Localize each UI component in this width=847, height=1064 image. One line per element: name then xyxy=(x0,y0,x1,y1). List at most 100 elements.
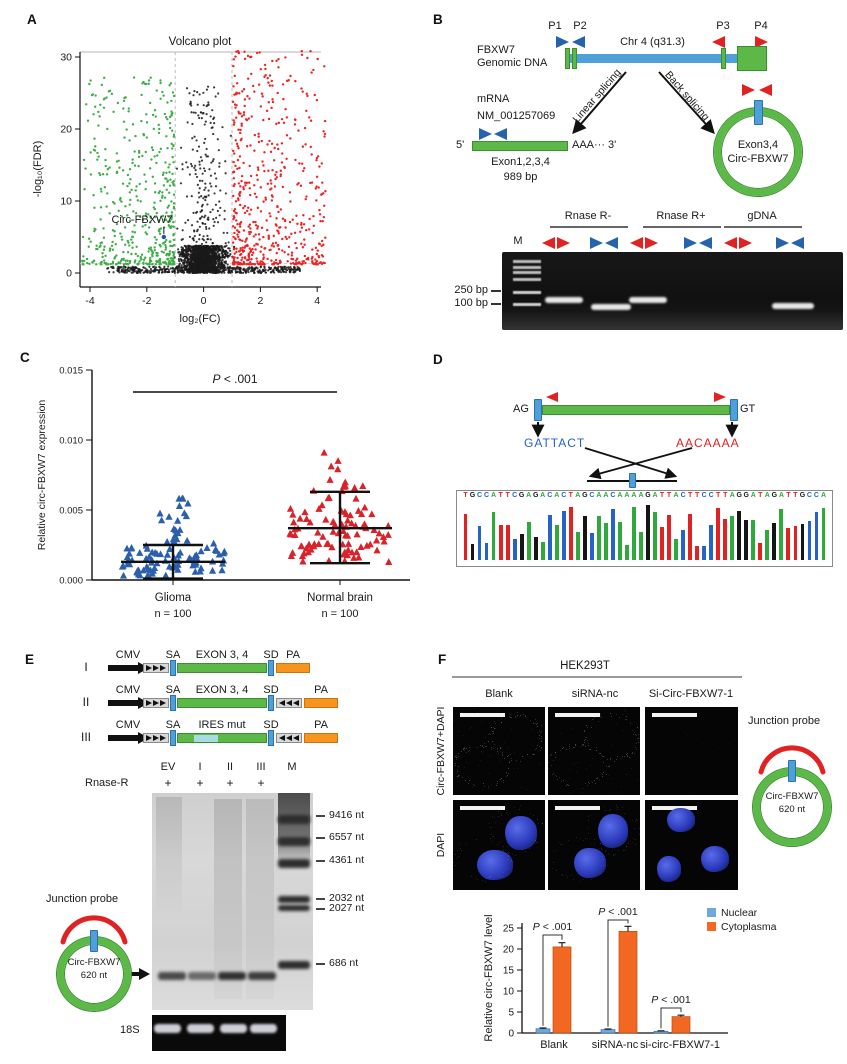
exon-body xyxy=(177,698,267,708)
marker-size-label: 4361 nt xyxy=(329,854,365,866)
signal-speckle xyxy=(567,840,569,842)
marker-lane-smear xyxy=(278,793,310,863)
signal-speckle xyxy=(505,772,507,774)
signal-speckle xyxy=(625,846,627,848)
base-letter: G xyxy=(582,492,588,499)
signal-speckle xyxy=(540,739,542,741)
signal-speckle xyxy=(504,741,506,743)
signal-speckle xyxy=(558,841,560,843)
signal-speckle xyxy=(541,746,543,748)
circ-size-e: 620 nt xyxy=(80,970,108,981)
signal-speckle xyxy=(594,782,596,784)
signal-speckle xyxy=(457,753,459,755)
volcano-points-nonsig xyxy=(106,85,302,275)
signal-speckle xyxy=(485,880,487,882)
signal-speckle xyxy=(507,858,509,860)
signal-speckle xyxy=(593,717,595,719)
chromatogram-peak xyxy=(709,524,714,560)
signal-speckle xyxy=(501,875,503,877)
micrograph-circ-sirna-nc xyxy=(548,707,640,795)
chromatogram-peak xyxy=(582,515,587,560)
signal-speckle xyxy=(624,848,626,850)
signal-speckle xyxy=(459,781,461,783)
y-tick-label: 10 xyxy=(503,987,515,998)
signal-speckle xyxy=(494,727,496,729)
signal-speckle xyxy=(490,783,492,785)
base-letter: C xyxy=(610,492,616,499)
signal-speckle xyxy=(492,816,494,818)
signal-speckle xyxy=(500,721,502,723)
signal-speckle xyxy=(567,777,569,779)
p-value-label: P < .001 xyxy=(598,906,638,918)
marker-band xyxy=(278,837,310,846)
signal-speckle xyxy=(627,752,629,754)
base-letter: A xyxy=(526,492,532,499)
signal-speckle xyxy=(560,733,562,735)
signal-speckle xyxy=(470,744,472,746)
base-letter: A xyxy=(540,492,546,499)
signal-speckle xyxy=(496,749,498,751)
panel-f-label: F xyxy=(438,652,447,667)
signal-speckle xyxy=(521,756,523,758)
signal-speckle xyxy=(562,874,564,876)
chromatogram-peak xyxy=(526,521,531,560)
marker-band xyxy=(278,815,310,824)
gel-primer-red-icon xyxy=(645,237,658,249)
signal-speckle xyxy=(535,747,537,749)
y-axis-label: -log₁₀(FDR) xyxy=(32,141,44,198)
signal-speckle xyxy=(719,747,721,749)
signal-speckle xyxy=(698,767,700,769)
fwd-triangle-icon xyxy=(146,700,152,706)
signal-speckle xyxy=(666,762,668,764)
sd-label: SD xyxy=(263,684,279,696)
legend-swatch-cytoplasma xyxy=(707,922,716,931)
y-tick-label: 0.000 xyxy=(59,576,83,587)
signal-speckle xyxy=(596,749,598,751)
signal-speckle xyxy=(509,860,511,862)
signal-speckle xyxy=(616,723,618,725)
signal-speckle xyxy=(593,780,595,782)
signal-speckle xyxy=(502,755,504,757)
signal-speckle xyxy=(494,817,496,818)
signal-speckle xyxy=(560,787,562,789)
signal-speckle xyxy=(525,714,527,716)
signal-speckle xyxy=(565,749,567,751)
pcr-band xyxy=(591,304,631,310)
signal-speckle xyxy=(618,717,620,719)
signal-speckle xyxy=(626,774,628,776)
exon-body xyxy=(177,663,267,673)
dapi-nucleus xyxy=(701,846,729,872)
signal-speckle xyxy=(537,823,539,825)
signal-speckle xyxy=(497,710,498,712)
signal-speckle xyxy=(456,769,458,771)
signal-speckle xyxy=(588,826,590,828)
chromatogram-peak xyxy=(772,522,777,560)
signal-speckle xyxy=(457,766,459,768)
signal-speckle xyxy=(692,782,694,784)
signal-speckle xyxy=(508,856,510,858)
base-letter: T xyxy=(505,492,510,499)
scale-bar xyxy=(555,713,600,717)
group-underline xyxy=(643,226,721,228)
primer-left-icon xyxy=(546,392,558,402)
mrna-bar xyxy=(472,141,568,151)
fwd-triangle-icon xyxy=(153,700,159,706)
signal-speckle xyxy=(514,716,516,718)
signal-speckle xyxy=(463,767,465,769)
chromatogram-peak xyxy=(807,520,812,560)
signal-speckle xyxy=(502,780,504,782)
signal-speckle xyxy=(636,737,638,739)
signal-speckle xyxy=(591,719,593,721)
signal-speckle xyxy=(561,873,563,875)
signal-speckle xyxy=(498,816,500,818)
down-arrows xyxy=(531,422,739,438)
signal-speckle xyxy=(497,752,499,754)
signal-speckle xyxy=(537,725,539,727)
signal-speckle xyxy=(471,876,473,878)
chromatogram-peak xyxy=(470,544,475,560)
signal-speckle xyxy=(534,718,536,720)
signal-speckle xyxy=(585,736,587,738)
signal-speckle xyxy=(457,855,459,857)
signal-speckle xyxy=(458,730,460,732)
signal-speckle xyxy=(541,823,543,825)
